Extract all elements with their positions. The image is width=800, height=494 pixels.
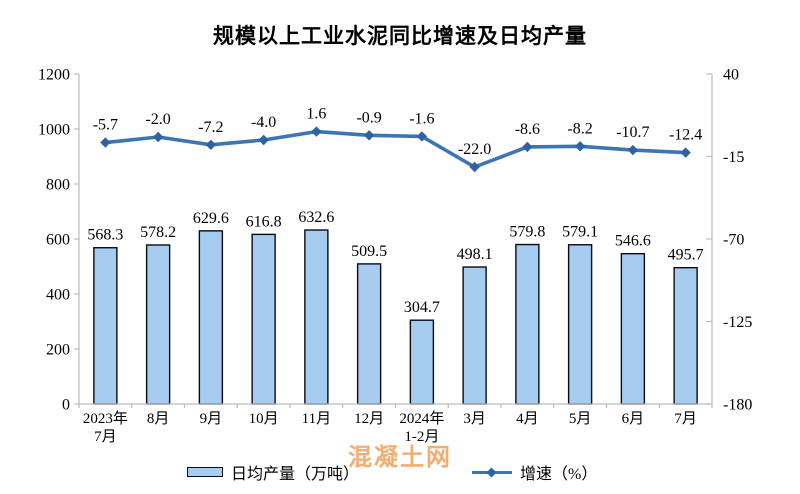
legend-growth-rate-label: 增速（%） [520, 466, 598, 483]
line-marker [680, 147, 691, 158]
line-marker [363, 130, 375, 141]
line-value-label: -8.2 [567, 120, 592, 137]
right-axis-tick-label: -70 [723, 232, 744, 249]
bar-value-label: 546.6 [615, 233, 651, 250]
bar-value-label: 495.7 [668, 247, 704, 264]
bar-value-label: 304.7 [404, 299, 440, 316]
line-marker [258, 134, 269, 146]
legend: 日均产量（万吨） 增速（%） [0, 460, 800, 486]
line-marker [311, 126, 322, 137]
line-value-label: -7.2 [198, 119, 223, 136]
bar-value-label: 632.6 [298, 209, 334, 226]
bar [673, 266, 698, 405]
x-axis-category-label: 3月 [463, 411, 486, 427]
bar-value-label: 498.1 [457, 246, 493, 263]
bar [93, 247, 118, 405]
right-axis-tick-label: -125 [723, 314, 752, 331]
x-axis-category-label: 11月 [302, 411, 331, 427]
legend-daily-output-label: 日均产量（万吨） [231, 466, 360, 483]
x-axis-category-label: 7月 [94, 429, 117, 445]
left-axis-tick-label: 400 [46, 287, 70, 304]
line-value-label: -12.4 [669, 127, 702, 144]
chart-title: 规模以上工业水泥同比增速及日均产量 [213, 24, 587, 48]
growth-line [103, 129, 688, 169]
legend-item-growth-rate: 增速（%） [472, 460, 597, 484]
line-marker [627, 144, 639, 156]
line-value-label: -1.6 [409, 110, 434, 127]
left-axis-tick-label: 0 [62, 397, 70, 414]
left-axis-tick-label: 600 [46, 232, 70, 249]
bar [251, 233, 276, 405]
bar-value-label: 578.2 [140, 224, 176, 241]
left-axis-tick-label: 1000 [38, 122, 70, 139]
x-axis-category-label: 8月 [147, 411, 170, 427]
x-axis-category-label: 10月 [249, 411, 279, 427]
x-axis-category-label: 2023年 [83, 410, 128, 427]
x-axis-category-label: 6月 [622, 411, 645, 427]
left-axis-tick-label: 1200 [38, 67, 70, 84]
line-swatch-icon [472, 466, 512, 478]
bar-value-label: 579.1 [562, 224, 598, 241]
line-marker [522, 141, 533, 153]
right-axis-tick-label: -180 [723, 397, 752, 414]
x-axis-category-label: 2024年 [399, 410, 444, 427]
line-marker [100, 137, 111, 148]
line-value-label: -22.0 [458, 141, 491, 158]
bar [304, 229, 329, 405]
bar [145, 244, 171, 405]
bar-value-label: 579.8 [509, 224, 545, 241]
diamond-marker-icon [486, 467, 497, 477]
line-value-label: -5.7 [93, 117, 118, 134]
bar [515, 243, 540, 405]
line-value-label: -2.0 [145, 111, 170, 128]
line-marker [205, 139, 217, 150]
line-marker [574, 141, 586, 152]
legend-item-daily-output: 日均产量（万吨） [187, 460, 359, 484]
right-axis-tick-label: 40 [723, 67, 739, 84]
line-value-label: -4.0 [251, 114, 276, 131]
bar [356, 263, 382, 405]
line-value-label: -0.9 [356, 109, 381, 126]
bar-value-label: 629.6 [193, 210, 229, 227]
watermark: 混凝土网 [348, 445, 452, 471]
bar-value-label: 568.3 [87, 227, 123, 244]
bar-value-label: 616.8 [246, 213, 282, 230]
bar [620, 252, 646, 405]
bar-swatch-icon [187, 467, 223, 477]
line-marker [152, 131, 164, 143]
x-axis-category-label: 1-2月 [404, 429, 439, 445]
bar [198, 230, 224, 405]
line-marker [416, 131, 428, 142]
bar-value-label: 509.5 [351, 243, 387, 260]
bar [462, 266, 487, 405]
x-axis-category-label: 9月 [200, 411, 223, 427]
line-value-label: -10.7 [616, 124, 649, 141]
left-axis-tick-label: 200 [46, 342, 70, 359]
x-axis-category-label: 12月 [354, 411, 384, 427]
bar [567, 244, 593, 405]
x-axis-category-label: 4月 [516, 411, 539, 427]
x-axis-category-label: 5月 [569, 411, 592, 427]
line-marker [469, 161, 480, 173]
left-axis-tick-label: 800 [46, 177, 70, 194]
x-axis-category-label: 7月 [674, 411, 697, 427]
right-axis-tick-label: -15 [723, 149, 744, 166]
line-value-label: -8.6 [515, 121, 540, 138]
line-value-label: 1.6 [306, 106, 326, 123]
bar [409, 319, 435, 405]
